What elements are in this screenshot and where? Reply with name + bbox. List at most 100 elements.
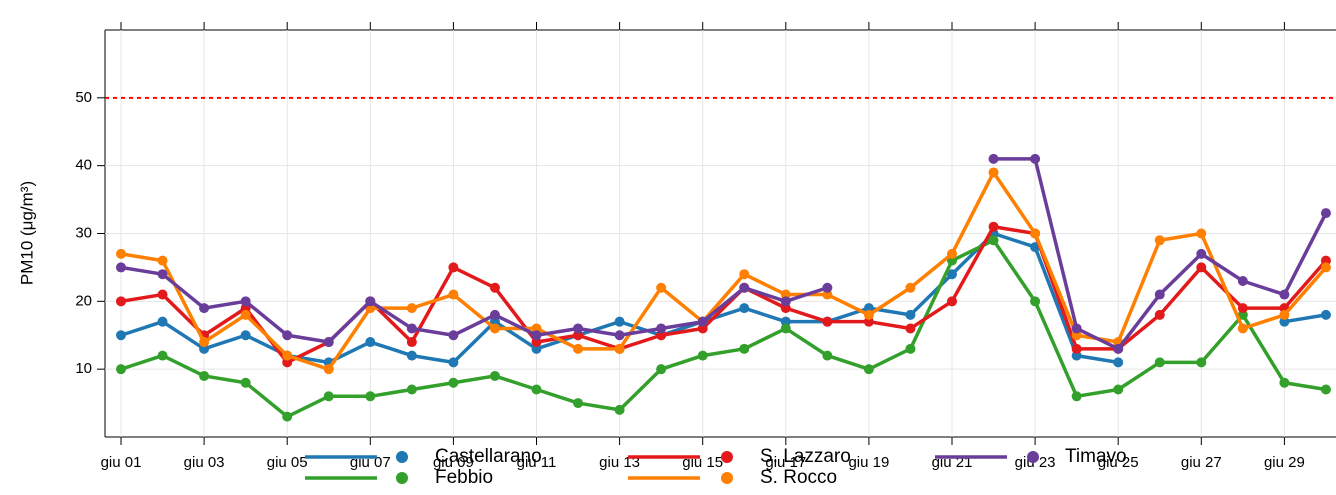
data-point: [1279, 289, 1290, 300]
x-tick-label: giu 19: [848, 454, 889, 471]
x-tick-label: giu 09: [433, 454, 474, 471]
data-point: [1071, 323, 1082, 334]
data-point: [947, 296, 957, 307]
data-point: [573, 398, 584, 409]
legend-label: S. Rocco: [760, 467, 837, 488]
y-tick-label: 40: [75, 157, 92, 174]
x-tick-label: giu 05: [267, 454, 308, 471]
data-point: [1113, 357, 1124, 368]
data-point: [1154, 357, 1165, 368]
data-point: [656, 282, 667, 293]
data-point: [1279, 309, 1290, 320]
data-point: [282, 330, 293, 341]
data-point: [282, 350, 293, 361]
data-point: [1237, 323, 1248, 334]
data-point: [905, 282, 916, 293]
data-point: [1071, 391, 1082, 402]
series-line: [120, 238, 1327, 419]
legend-label: Timavo: [1065, 446, 1127, 467]
x-tick-label: giu 27: [1181, 454, 1222, 471]
legend-dot: [1027, 451, 1039, 463]
data-point: [1320, 384, 1331, 395]
data-point: [739, 343, 750, 354]
data-point: [822, 282, 833, 293]
data-point: [905, 309, 916, 320]
data-point: [988, 167, 999, 178]
y-tick-label: 50: [75, 89, 92, 106]
data-point: [1071, 343, 1082, 354]
data-point: [116, 330, 126, 341]
data-point: [240, 309, 251, 320]
data-point: [656, 323, 667, 334]
data-point: [988, 221, 999, 232]
data-point: [531, 330, 542, 341]
data-point: [1237, 303, 1248, 314]
y-tick-label: 30: [75, 224, 92, 241]
data-point: [448, 330, 459, 341]
data-point: [489, 309, 500, 320]
data-point: [573, 343, 584, 354]
data-point: [1113, 343, 1124, 354]
data-point: [614, 404, 625, 415]
data-point: [406, 337, 417, 348]
legend-dot: [721, 472, 733, 484]
data-point: [614, 330, 625, 341]
data-point: [240, 330, 251, 341]
data-point: [1154, 235, 1165, 246]
x-tick-label: giu 03: [184, 454, 225, 471]
data-point: [1113, 384, 1124, 395]
data-point: [282, 411, 293, 422]
data-point: [406, 384, 417, 395]
data-point: [863, 309, 874, 320]
data-point: [489, 323, 500, 334]
data-point: [614, 343, 625, 354]
data-point: [1154, 289, 1165, 300]
legend-label: Castellarano: [435, 446, 542, 467]
data-point: [157, 316, 168, 327]
x-tick-label: giu 17: [765, 454, 806, 471]
data-point: [323, 337, 334, 348]
x-tick-label: giu 11: [517, 454, 557, 471]
data-point: [116, 262, 126, 273]
data-point: [448, 262, 459, 273]
data-point: [573, 323, 584, 334]
data-point: [739, 303, 750, 314]
data-point: [1196, 248, 1207, 259]
data-point: [116, 364, 126, 375]
series-line: [120, 224, 1328, 365]
data-point: [905, 343, 916, 354]
data-point: [199, 337, 210, 348]
data-point: [863, 364, 874, 375]
data-point: [697, 316, 708, 327]
data-point: [116, 248, 126, 259]
data-point: [988, 235, 999, 246]
legend-dot: [396, 451, 408, 463]
data-point: [739, 282, 750, 293]
data-point: [116, 296, 126, 307]
data-point: [1237, 275, 1248, 286]
data-point: [1030, 296, 1041, 307]
data-point: [947, 248, 957, 259]
data-point: [988, 153, 999, 164]
legend-label: S. Lazzaro: [760, 446, 851, 467]
data-point: [614, 316, 625, 327]
data-point: [323, 364, 334, 375]
data-point: [1320, 309, 1331, 320]
data-point: [365, 296, 376, 307]
data-point: [406, 303, 417, 314]
data-point: [1320, 208, 1331, 219]
y-axis-label: PM10 (μg/m³): [17, 181, 36, 285]
data-point: [656, 364, 667, 375]
data-point: [1196, 357, 1207, 368]
series-line: [120, 157, 1328, 351]
data-point: [406, 323, 417, 334]
data-point: [531, 384, 542, 395]
data-point: [905, 323, 916, 334]
x-tick-label: giu 29: [1264, 454, 1305, 471]
data-point: [199, 370, 210, 381]
data-point: [1196, 262, 1207, 273]
data-point: [448, 377, 459, 388]
data-point: [157, 289, 168, 300]
data-point: [822, 316, 833, 327]
